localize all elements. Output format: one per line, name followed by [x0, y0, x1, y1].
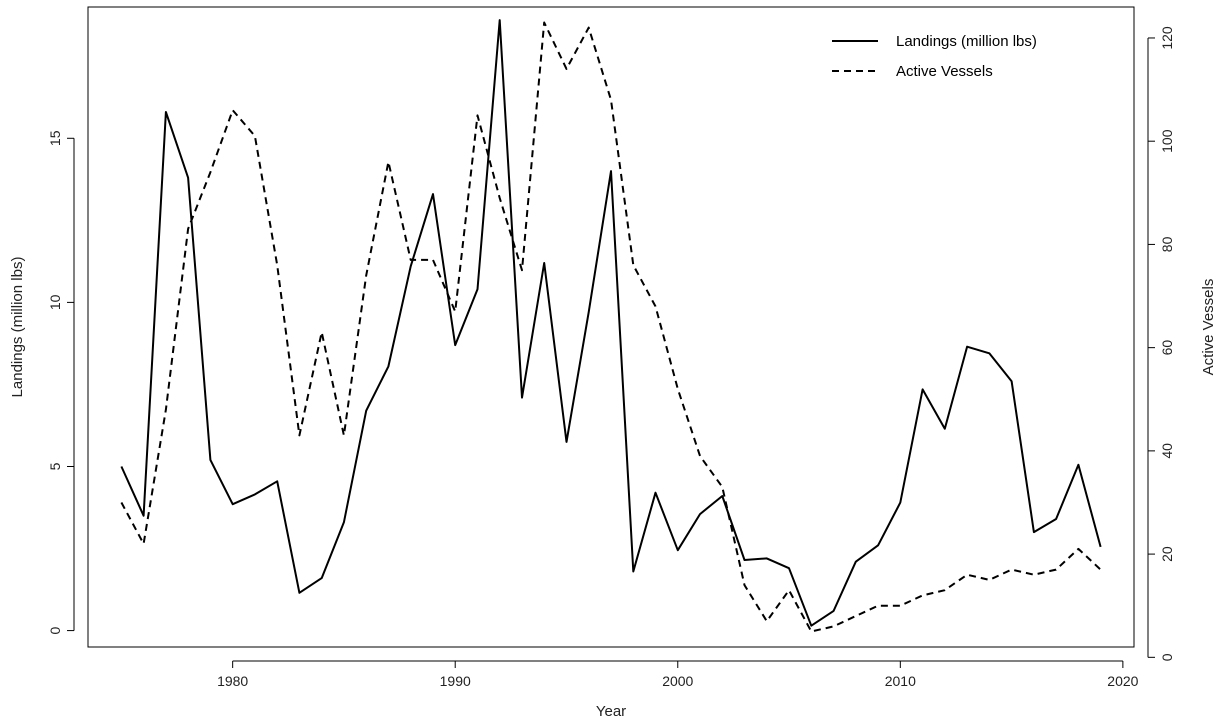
right-y-tick-label: 100 — [1159, 129, 1175, 153]
x-tick-label: 2010 — [885, 673, 916, 689]
landings-line — [120, 19, 1102, 627]
right-y-tick-label: 60 — [1159, 340, 1175, 356]
left-y-tick-label: 10 — [47, 294, 63, 310]
left-y-tick-label: 0 — [47, 626, 63, 634]
x-axis-title: Year — [596, 703, 626, 720]
right-y-tick-label: 120 — [1159, 26, 1175, 50]
series-lines — [120, 19, 1102, 633]
right-y-tick-label: 20 — [1159, 546, 1175, 562]
left-y-axis-title: Landings (million lbs) — [9, 257, 26, 398]
x-tick-label: 2020 — [1107, 673, 1138, 689]
legend-label-landings: Landings (million lbs) — [896, 33, 1037, 50]
x-tick-label: 1990 — [440, 673, 471, 689]
right-y-tick-label: 0 — [1159, 653, 1175, 661]
plot-frame — [87, 6, 1135, 648]
right-y-axis: 0 20 40 60 80 100 120 — [1147, 26, 1175, 661]
right-y-axis-title: Active Vessels — [1200, 279, 1215, 376]
x-axis: 1980 1990 2000 2010 2020 — [217, 660, 1139, 689]
active-vessels-line — [120, 21, 1102, 633]
legend: Landings (million lbs) Active Vessels — [832, 33, 1037, 80]
right-y-tick-label: 80 — [1159, 236, 1175, 252]
left-y-tick-label: 15 — [47, 130, 63, 146]
right-y-tick-label: 40 — [1159, 443, 1175, 459]
left-y-tick-label: 5 — [47, 462, 63, 470]
legend-label-vessels: Active Vessels — [896, 63, 993, 80]
x-tick-label: 2000 — [662, 673, 693, 689]
x-tick-label: 1980 — [217, 673, 248, 689]
left-y-axis: 0 5 10 15 — [47, 130, 75, 634]
